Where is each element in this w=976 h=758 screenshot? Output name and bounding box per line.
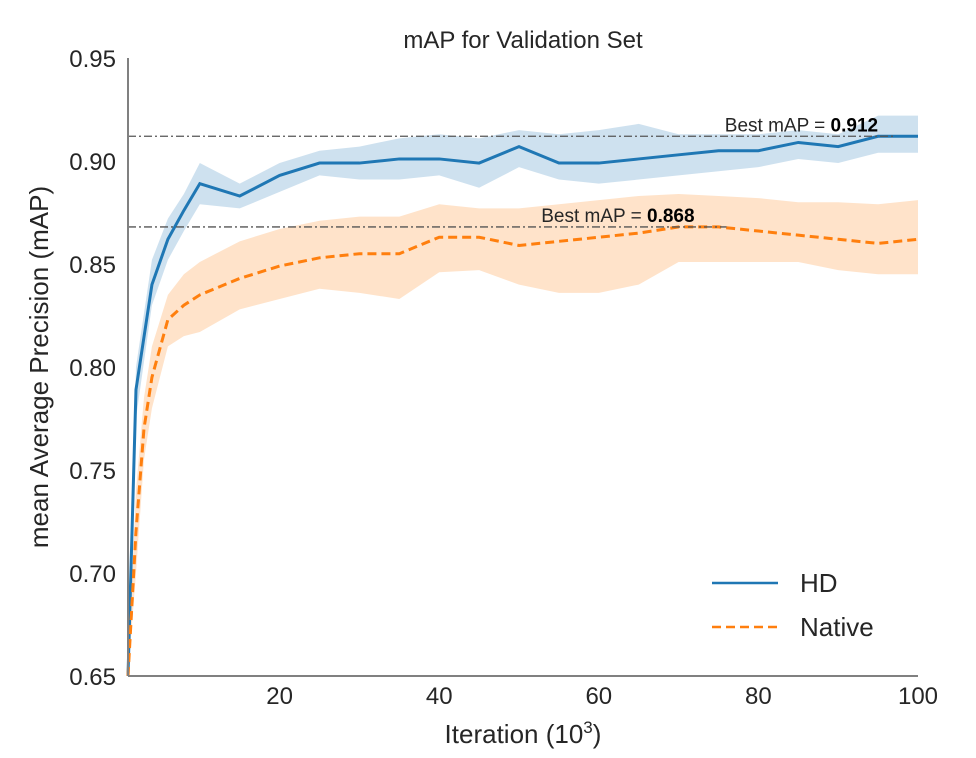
- confidence-band-hd: [128, 115, 918, 677]
- chart-title: mAP for Validation Set: [403, 27, 643, 54]
- legend-label-hd: HD: [800, 568, 838, 598]
- x-tick-label: 40: [426, 683, 453, 710]
- x-tick-label: 80: [745, 683, 772, 710]
- y-tick-label: 0.95: [69, 46, 116, 73]
- x-tick-label: 60: [585, 683, 612, 710]
- x-tick-label: 100: [898, 683, 938, 710]
- series-line-native: [126, 225, 919, 677]
- confidence-band-native: [128, 193, 918, 676]
- y-tick-label: 0.65: [69, 664, 116, 691]
- y-tick-label: 0.90: [69, 149, 116, 176]
- y-axis-label: mean Average Precision (mAP): [24, 186, 54, 548]
- legend-label-native: Native: [800, 612, 874, 642]
- x-tick-label: 20: [266, 683, 293, 710]
- y-tick-label: 0.80: [69, 355, 116, 382]
- best-map-annotation: Best mAP = 0.868: [541, 206, 694, 227]
- best-map-annotation: Best mAP = 0.912: [725, 115, 878, 136]
- y-tick-label: 0.85: [69, 252, 116, 279]
- plot-area: [126, 115, 919, 677]
- x-axis-label: Iteration (103): [445, 718, 602, 749]
- y-tick-label: 0.75: [69, 458, 116, 485]
- series-line-hd: [126, 134, 918, 677]
- y-tick-label: 0.70: [69, 561, 116, 588]
